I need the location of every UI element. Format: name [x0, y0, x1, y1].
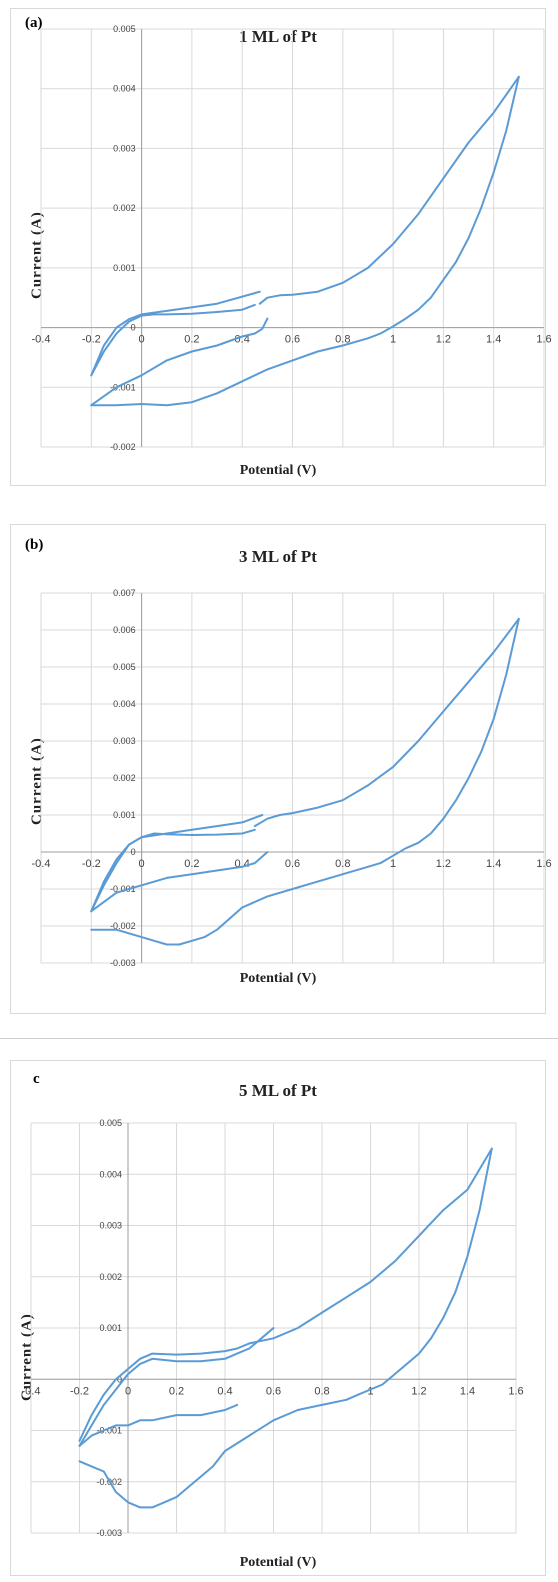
cv-curve-segment-1	[90, 828, 256, 913]
x-tick-label: 1.2	[436, 858, 451, 870]
x-tick-label: 1.6	[508, 1385, 523, 1397]
y-tick-label: 0.004	[99, 1169, 122, 1179]
x-axis-label: Potential (V)	[239, 971, 317, 986]
y-tick-label: 0.006	[113, 625, 136, 635]
cv-curve-segment-3	[253, 617, 520, 828]
cv-curve-segment-4	[90, 75, 520, 407]
x-tick-label: 0.2	[184, 858, 199, 870]
x-tick-label: 1.4	[460, 1385, 475, 1397]
y-tick-label: -0.001	[110, 884, 136, 894]
cv-curve-segment-0	[90, 290, 261, 377]
x-tick-label: 0.4	[217, 1385, 232, 1397]
x-tick-label: -0.2	[82, 334, 101, 346]
cv-curve-segment-3	[78, 1147, 493, 1509]
x-tick-label: 1.2	[436, 334, 451, 346]
section-divider	[0, 1038, 558, 1039]
cv-curve-segment-0	[90, 814, 264, 913]
y-tick-label: -0.002	[110, 921, 136, 931]
panel-label: (a)	[25, 15, 43, 31]
x-tick-label: -0.2	[70, 1385, 89, 1397]
chart-panel-c: c 5 ML of Pt Current (A) Potential (V) -…	[10, 1060, 546, 1576]
chart-panel-a: (a) 1 ML of Pt Current (A) Potential (V)…	[10, 8, 552, 486]
x-axis-label: Potential (V)	[239, 1555, 317, 1570]
x-tick-label: 1.6	[536, 858, 551, 870]
plot-area: -0.4 -0.2 0 0.2 0.4 0.6 0.8 1 1.2 1.4 1.6 -0.003 -0.…	[22, 1118, 524, 1538]
panel-label: c	[33, 1071, 40, 1087]
x-tick-label: -0.2	[82, 858, 101, 870]
chart-title: 3 ML of Pt	[239, 547, 317, 566]
y-tick-label: 0.001	[113, 810, 136, 820]
y-tick-label: 0.005	[113, 24, 136, 34]
chart-panel-b: (b) 3 ML of Pt Current (A) Potential (V)…	[10, 524, 552, 1014]
cv-curve-segment-3	[258, 75, 520, 305]
plot-area: -0.4 -0.2 0 0.2 0.4 0.6 0.8 1 1.2 1.4 1.6-0.003-0.…	[32, 588, 552, 968]
x-tick-label: 0.2	[184, 334, 199, 346]
x-tick-label: -0.4	[32, 334, 51, 346]
x-tick-label: 0.2	[169, 1385, 184, 1397]
cv-curve-segment-0	[78, 1403, 239, 1447]
x-tick-label: 0.8	[314, 1385, 329, 1397]
x-tick-label: 1	[390, 858, 396, 870]
y-tick-label: -0.003	[110, 958, 136, 968]
cv-curve-segment-4	[90, 617, 520, 946]
x-tick-label: 1.4	[486, 858, 501, 870]
cv-curve-segment-2	[90, 317, 269, 407]
plot-area: -0.4 -0.2 0 0.2 0.4 0.6 0.8 1 1.2 1.4 1.6-0.002-0.…	[32, 24, 552, 452]
cv-curve-segment-2	[90, 851, 269, 913]
y-tick-label: 0	[117, 1374, 122, 1384]
y-tick-label: 0.005	[113, 662, 136, 672]
cv-curve-segment-1	[90, 303, 256, 377]
chart-title: 5 ML of Pt	[239, 1081, 317, 1100]
y-tick-label: 0	[131, 323, 136, 333]
x-tick-label: 0.8	[335, 858, 350, 870]
y-tick-label: 0	[131, 847, 136, 857]
y-tick-label: 0.002	[113, 773, 136, 783]
x-tick-label: 1.6	[536, 334, 551, 346]
cv-curve-segment-2	[78, 1147, 493, 1442]
panel-label: (b)	[25, 537, 44, 553]
y-tick-label: 0.003	[113, 143, 136, 153]
chart-title: 1 ML of Pt	[239, 27, 317, 46]
x-axis-label: Potential (V)	[239, 463, 317, 478]
y-tick-label: -0.001	[110, 382, 136, 392]
x-tick-label: 1.2	[411, 1385, 426, 1397]
y-tick-label: -0.002	[110, 442, 136, 452]
x-tick-label: 1	[367, 1385, 373, 1397]
x-tick-label: 0.6	[285, 858, 300, 870]
y-tick-label: 0.003	[113, 736, 136, 746]
x-tick-label: 0.6	[266, 1385, 281, 1397]
x-tick-label: 0	[139, 334, 145, 346]
x-tick-label: -0.4	[22, 1385, 41, 1397]
y-tick-label: 0.001	[99, 1323, 122, 1333]
y-tick-label: 0.005	[99, 1118, 122, 1128]
x-tick-label: 0.8	[335, 334, 350, 346]
y-tick-label: -0.001	[96, 1426, 122, 1436]
y-tick-label: 0.003	[99, 1221, 122, 1231]
y-tick-label: 0.002	[113, 203, 136, 213]
y-tick-label: 0.004	[113, 84, 136, 94]
y-tick-label: -0.003	[96, 1528, 122, 1538]
x-tick-label: 0	[139, 858, 145, 870]
y-tick-label: 0.001	[113, 263, 136, 273]
x-tick-label: 0	[125, 1385, 131, 1397]
x-tick-label: -0.4	[32, 858, 51, 870]
cv-curve-segment-1	[78, 1327, 275, 1447]
x-tick-label: 0.6	[285, 334, 300, 346]
y-tick-label: 0.002	[99, 1272, 122, 1282]
x-tick-label: 1	[390, 334, 396, 346]
y-tick-label: 0.004	[113, 699, 136, 709]
y-tick-label: 0.007	[113, 588, 136, 598]
x-tick-label: 1.4	[486, 334, 501, 346]
